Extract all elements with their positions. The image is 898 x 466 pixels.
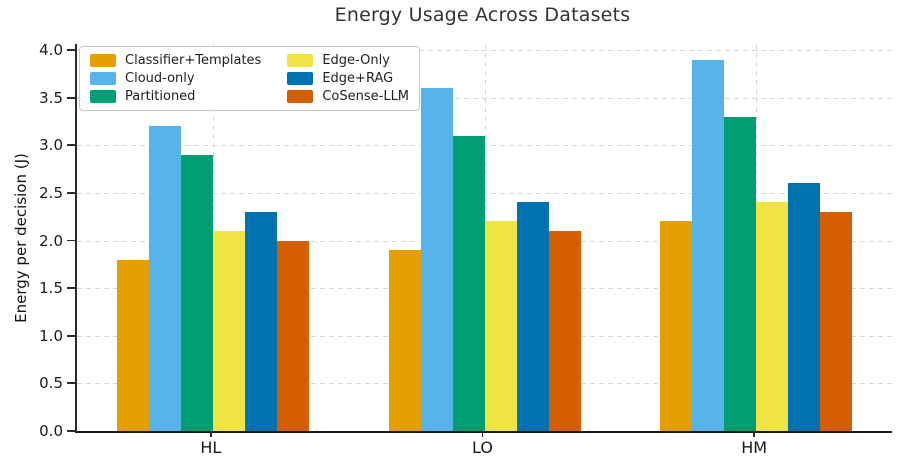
bar-CoSense-LLM-HM xyxy=(820,211,853,431)
legend-swatch xyxy=(90,54,116,67)
chart-title: Energy Usage Across Datasets xyxy=(334,4,631,26)
legend-label: Edge-Only xyxy=(322,53,390,68)
y-tick-label: 1.0 xyxy=(39,326,63,345)
bar-Classifier+Templates-HL xyxy=(116,259,149,431)
x-tick-label: LO xyxy=(472,438,493,457)
bar-Edge+RAG-HL xyxy=(244,211,277,431)
y-tick-label: 0.5 xyxy=(39,374,63,393)
y-tick-mark xyxy=(67,287,75,290)
bar-Cloud-only-HM xyxy=(692,59,725,431)
y-tick-mark xyxy=(67,191,75,194)
bar-Classifier+Templates-LO xyxy=(388,250,421,431)
x-tick-label: HL xyxy=(200,438,222,457)
y-tick-label: 4.0 xyxy=(39,41,63,59)
y-tick-label: 2.0 xyxy=(39,231,63,250)
y-tick-label: 3.5 xyxy=(39,88,63,107)
bar-Cloud-only-LO xyxy=(420,88,453,431)
y-tick-mark xyxy=(67,96,75,99)
bar-Classifier+Templates-HM xyxy=(660,221,693,431)
y-tick-label: 3.0 xyxy=(39,136,63,155)
bar-CoSense-LLM-LO xyxy=(548,230,581,431)
bar-Edge-Only-LO xyxy=(484,221,517,431)
bar-Edge+RAG-LO xyxy=(516,202,549,431)
legend-label: Edge+RAG xyxy=(322,71,394,86)
legend-item-Cloud-only: Cloud-only xyxy=(90,71,261,86)
legend: Classifier+Templates Cloud-only Partitione… xyxy=(79,46,421,111)
legend-swatch xyxy=(287,72,314,85)
legend-item-Edge+RAG: Edge+RAG xyxy=(287,71,409,86)
legend-swatch xyxy=(90,72,116,85)
bar-Edge-Only-HM xyxy=(756,202,789,431)
bar-Edge+RAG-HM xyxy=(788,183,821,431)
legend-swatch xyxy=(287,54,314,67)
y-tick-mark xyxy=(67,49,75,51)
legend-label: CoSense-LLM xyxy=(322,89,410,104)
y-axis-label: Energy per decision (J) xyxy=(12,153,30,323)
y-tick-mark xyxy=(67,430,75,432)
x-tick-label: HM xyxy=(741,438,768,457)
x-tick-mark xyxy=(753,431,756,437)
legend-item-Partitioned: Partitioned xyxy=(90,89,261,104)
bar-Partitioned-LO xyxy=(452,135,485,431)
legend-swatch xyxy=(90,90,116,103)
legend-label: Classifier+Templates xyxy=(125,53,262,68)
bar-Partitioned-HM xyxy=(724,116,757,431)
legend-label: Cloud-only xyxy=(125,71,195,86)
bar-CoSense-LLM-HL xyxy=(276,240,309,431)
bar-Cloud-only-HL xyxy=(148,126,181,431)
y-tick-label: 2.5 xyxy=(39,183,63,202)
x-tick-mark xyxy=(481,431,484,437)
y-tick-mark xyxy=(67,382,75,385)
legend-item-Edge-Only: Edge-Only xyxy=(287,53,409,68)
y-tick-label: 0.0 xyxy=(39,422,63,440)
bar-Partitioned-HL xyxy=(180,154,213,431)
y-tick-mark xyxy=(67,239,75,242)
y-tick-mark xyxy=(67,144,75,147)
y-tick-label: 1.5 xyxy=(39,279,63,298)
legend-item-Classifier+Templates: Classifier+Templates xyxy=(90,53,261,68)
plot-area xyxy=(75,44,892,433)
x-tick-mark xyxy=(209,431,212,437)
y-tick-mark xyxy=(67,334,75,337)
legend-item-CoSense-LLM: CoSense-LLM xyxy=(287,89,409,104)
legend-swatch xyxy=(287,90,314,103)
legend-label: Partitioned xyxy=(125,89,196,104)
bar-Edge-Only-HL xyxy=(212,230,245,431)
